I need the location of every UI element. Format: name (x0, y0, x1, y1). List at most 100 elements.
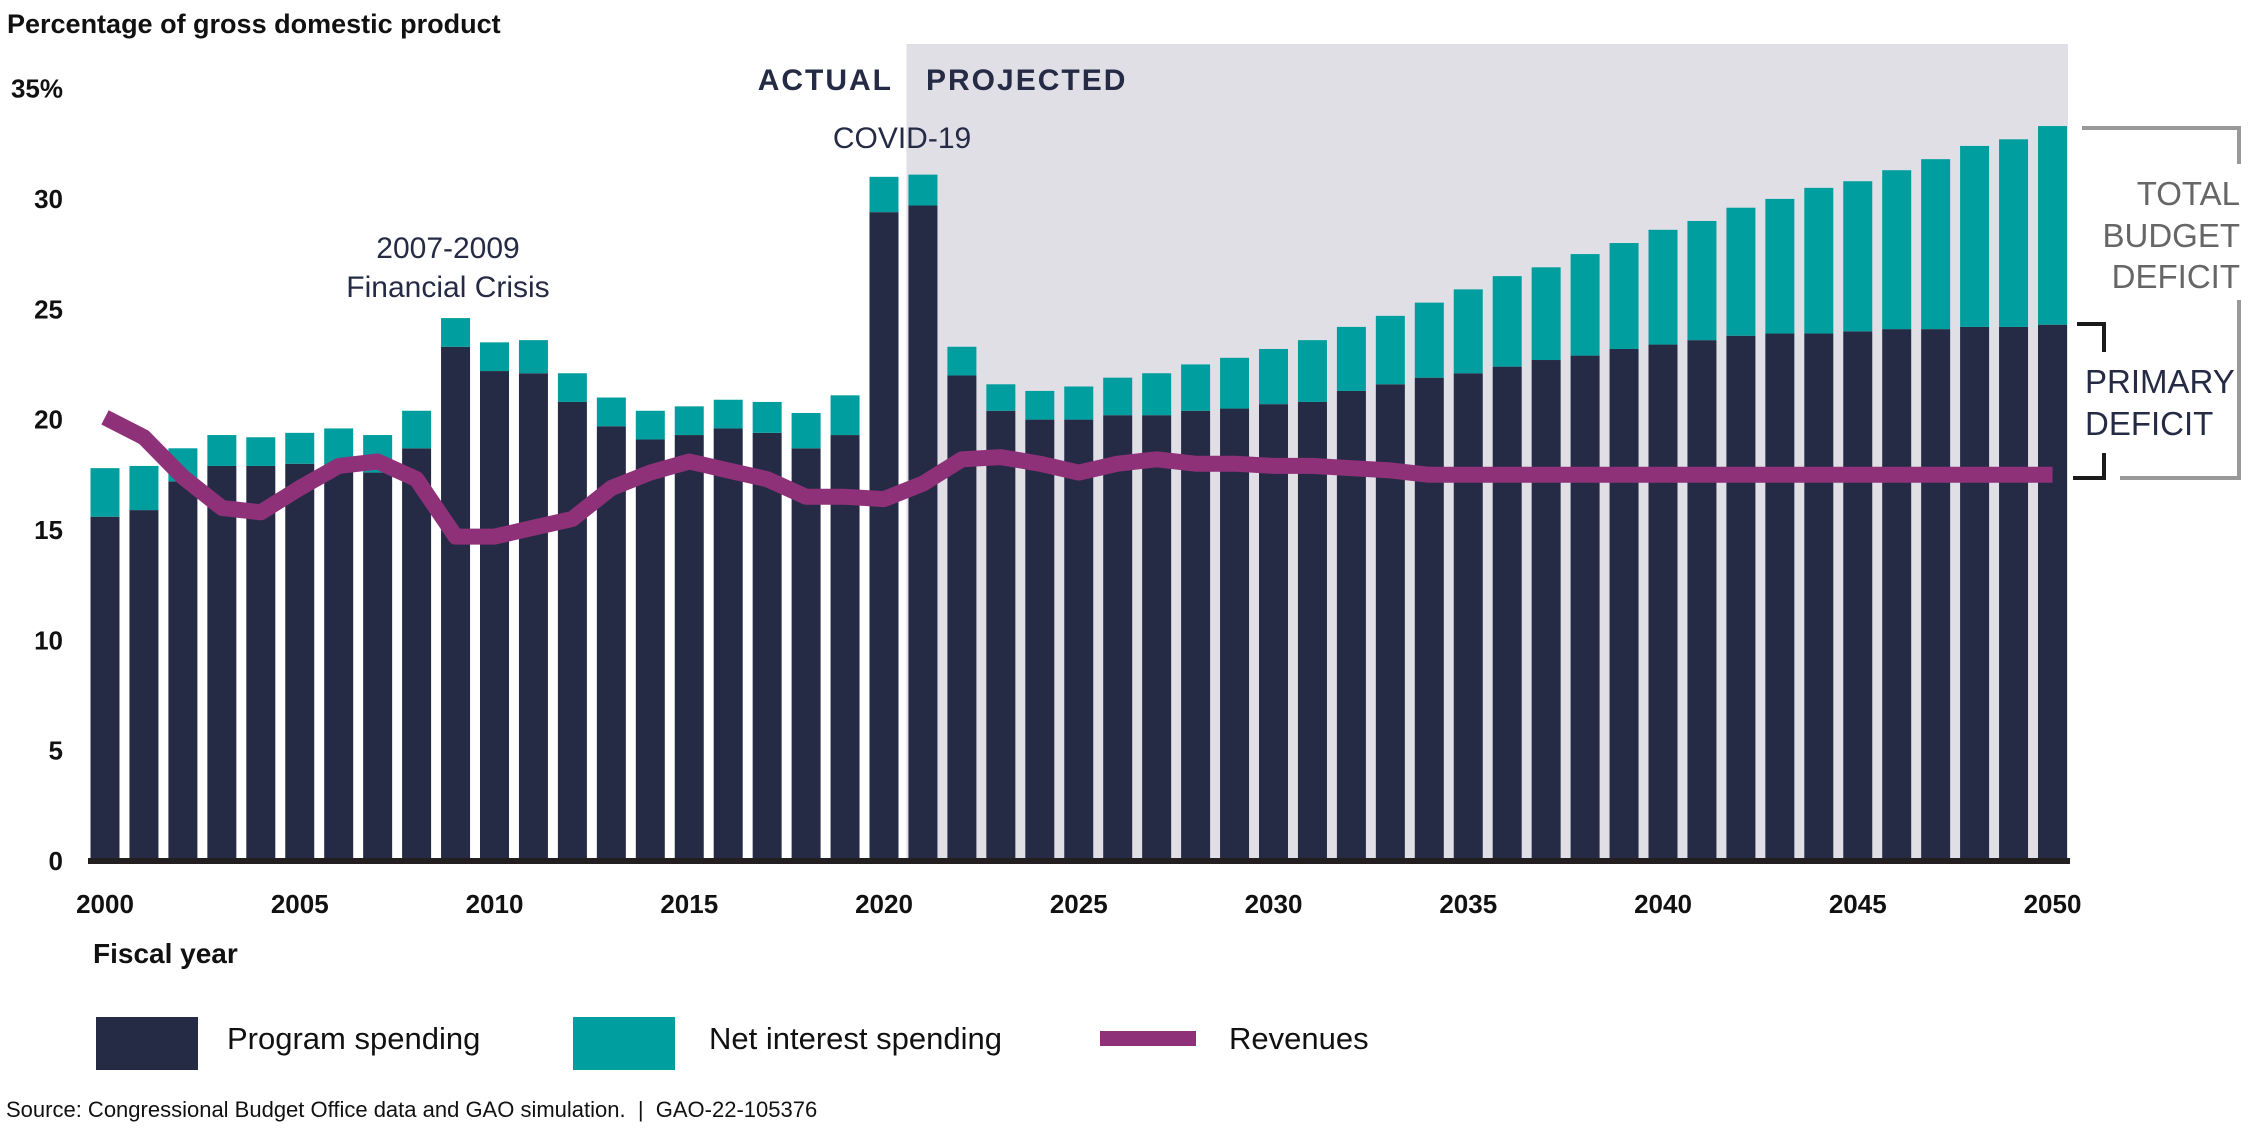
x-tick-label: 2000 (76, 889, 134, 919)
bar-program-spending-2014 (635, 439, 665, 861)
bar-program-spending-2004 (246, 465, 276, 861)
bar-program-spending-2037 (1531, 360, 1561, 861)
bar-program-spending-2019 (830, 435, 860, 861)
bar-program-spending-2008 (402, 448, 432, 861)
bar-net-interest-2025 (1064, 386, 1094, 420)
bar-program-spending-2042 (1726, 335, 1756, 861)
bar-program-spending-2036 (1492, 366, 1522, 861)
crisis-annotation-line1: 2007-2009 (376, 232, 519, 265)
bar-program-spending-2027 (1142, 415, 1172, 861)
actual-label: ACTUAL (758, 64, 893, 97)
bar-net-interest-2032 (1336, 326, 1366, 391)
y-tick-label: 20 (34, 405, 63, 435)
bar-net-interest-2026 (1103, 377, 1133, 416)
bar-net-interest-2014 (635, 410, 665, 440)
bar-program-spending-2049 (1999, 326, 2029, 861)
x-tick-label: 2010 (466, 889, 524, 919)
x-tick-label: 2030 (1245, 889, 1303, 919)
x-tick-label: 2050 (2024, 889, 2082, 919)
bar-net-interest-2017 (752, 401, 782, 433)
x-axis-baseline (88, 858, 2070, 864)
crisis-annotation-line2: Financial Crisis (346, 271, 549, 304)
bar-program-spending-2047 (1921, 329, 1951, 861)
bar-net-interest-2033 (1375, 315, 1405, 385)
bar-net-interest-2038 (1570, 254, 1600, 356)
projected-shading (906, 44, 2069, 861)
bar-net-interest-2023 (986, 384, 1016, 411)
bar-program-spending-2017 (752, 432, 782, 861)
bar-program-spending-2026 (1103, 415, 1133, 861)
bar-program-spending-2023 (986, 410, 1016, 861)
bar-net-interest-2011 (518, 340, 548, 374)
bar-program-spending-2022 (947, 375, 977, 861)
x-tick-label: 2005 (271, 889, 329, 919)
source-note: Source: Congressional Budget Office data… (6, 1097, 817, 1122)
legend-label-net-interest: Net interest spending (709, 1021, 1002, 1056)
x-tick-labels: 2000 2005 2010 2015 2020 2025 2030 2035 2040 2045… (76, 889, 2081, 919)
total-deficit-label-3: DEFICIT (2112, 258, 2240, 295)
bar-net-interest-2036 (1492, 276, 1522, 367)
bar-program-spending-2046 (1882, 329, 1912, 861)
projected-label: PROJECTED (926, 64, 1127, 97)
bar-net-interest-2035 (1453, 289, 1483, 374)
x-tick-label: 2045 (1829, 889, 1887, 919)
bar-program-spending-2038 (1570, 355, 1600, 861)
bar-net-interest-2040 (1648, 229, 1678, 345)
bar-net-interest-2039 (1609, 243, 1639, 349)
legend-label-revenues: Revenues (1229, 1021, 1369, 1056)
bar-net-interest-2044 (1804, 187, 1834, 334)
bar-program-spending-2048 (1960, 326, 1990, 861)
bar-net-interest-2030 (1259, 348, 1288, 405)
bar-program-spending-2034 (1414, 377, 1444, 861)
total-deficit-label-1: TOTAL (2137, 175, 2240, 212)
bar-net-interest-2047 (1921, 159, 1951, 330)
bar-program-spending-2000 (90, 516, 120, 861)
bar-net-interest-2045 (1843, 181, 1873, 332)
bar-net-interest-2041 (1687, 220, 1717, 341)
bar-net-interest-2008 (402, 410, 432, 449)
bar-program-spending-2043 (1765, 333, 1795, 862)
bar-program-spending-2030 (1259, 404, 1288, 861)
x-axis-title: Fiscal year (93, 938, 238, 969)
bar-net-interest-2031 (1297, 340, 1327, 402)
bar-program-spending-2015 (674, 435, 704, 861)
primary-deficit-label-1: PRIMARY (2085, 363, 2235, 400)
y-tick-label: 10 (34, 625, 63, 655)
x-tick-label: 2015 (660, 889, 718, 919)
bar-net-interest-2043 (1765, 198, 1795, 334)
y-tick-label: 35% (11, 74, 63, 104)
bar-net-interest-2021 (908, 174, 938, 206)
y-tick-label: 5 (49, 736, 63, 766)
bar-program-spending-2035 (1453, 373, 1483, 861)
bar-program-spending-2029 (1220, 408, 1250, 861)
primary-deficit-bracket (2073, 322, 2106, 480)
x-tick-label: 2020 (855, 889, 913, 919)
bar-program-spending-2016 (713, 428, 743, 861)
x-tick-label: 2025 (1050, 889, 1108, 919)
bar-net-interest-2013 (596, 397, 626, 427)
legend-swatch-net-interest (573, 1017, 675, 1070)
legend: Program spending Net interest spending R… (96, 1017, 1369, 1070)
bar-net-interest-2048 (1960, 145, 1990, 327)
bar-net-interest-2001 (129, 465, 159, 511)
revenues-line (101, 410, 2053, 545)
bar-program-spending-2024 (1025, 419, 1055, 861)
bar-program-spending-2025 (1064, 419, 1094, 861)
total-deficit-bracket (2082, 126, 2241, 480)
bars (90, 126, 2067, 862)
total-deficit-label-2: BUDGET (2102, 217, 2240, 254)
bar-program-spending-2031 (1297, 401, 1327, 861)
bar-program-spending-2028 (1181, 410, 1211, 861)
bar-net-interest-2019 (830, 395, 860, 436)
bar-program-spending-2050 (2038, 324, 2067, 862)
y-tick-label: 0 (49, 846, 63, 876)
bar-net-interest-2029 (1220, 357, 1250, 409)
y-tick-label: 25 (34, 294, 63, 324)
primary-deficit-label-2: DEFICIT (2085, 405, 2213, 442)
bar-program-spending-2012 (557, 401, 587, 861)
bar-program-spending-2005 (285, 463, 315, 861)
bar-net-interest-2000 (90, 468, 120, 517)
bar-net-interest-2024 (1025, 390, 1055, 420)
legend-swatch-revenues (1100, 1031, 1196, 1046)
